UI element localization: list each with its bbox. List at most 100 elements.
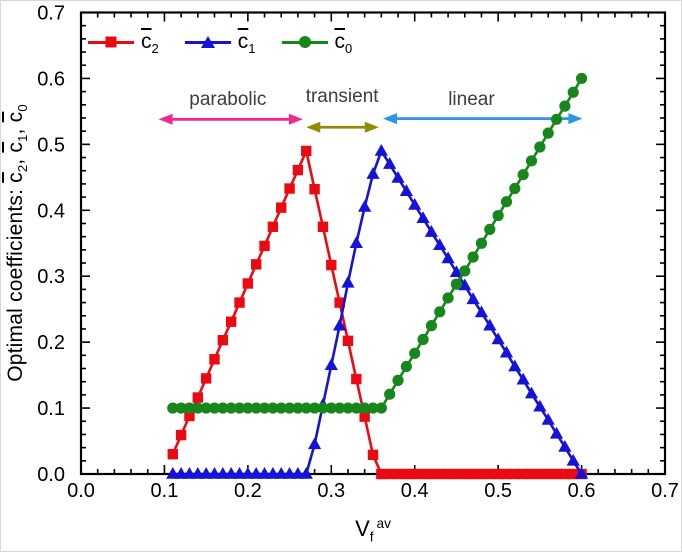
data-point-square — [309, 183, 320, 195]
data-point-square — [434, 468, 445, 480]
data-point-triangle — [383, 157, 397, 169]
data-point-circle — [525, 155, 538, 167]
x-tick-label: 0.6 — [568, 480, 596, 502]
data-point-triangle — [483, 318, 497, 331]
data-point-circle — [283, 402, 296, 414]
data-point-circle — [208, 402, 221, 414]
data-point-triangle — [216, 467, 230, 479]
data-point-circle — [192, 402, 204, 414]
legend-item-c2: c2 — [88, 30, 159, 57]
y-tick-label: 0.0 — [37, 464, 65, 486]
data-point-triangle — [474, 305, 489, 318]
data-point-circle — [175, 402, 187, 414]
data-point-square — [501, 468, 512, 480]
data-point-triangle — [433, 238, 447, 251]
data-point-circle — [392, 374, 404, 386]
data-point-triangle — [374, 143, 388, 156]
data-point-circle — [575, 72, 588, 85]
data-point-square — [192, 392, 203, 403]
y-axis-label-c0-base: c — [4, 111, 27, 123]
data-point-circle — [475, 237, 488, 249]
data-point-triangle — [366, 167, 380, 179]
data-point-triangle — [174, 467, 188, 479]
data-point-square — [459, 468, 470, 480]
data-point-triangle — [241, 467, 255, 479]
y-axis-label-c0-sub: 0 — [15, 104, 31, 112]
data-point-square — [200, 373, 212, 384]
square-marker-icon — [105, 36, 117, 48]
arrow-head-right-icon — [288, 113, 303, 125]
data-point-square — [292, 164, 304, 176]
legend-item-c0: c0 — [281, 30, 352, 55]
data-point-triangle — [449, 265, 464, 278]
data-point-square — [251, 259, 262, 270]
data-point-square — [175, 429, 187, 441]
data-point-circle — [183, 402, 196, 414]
data-point-circle — [342, 402, 354, 414]
data-point-circle — [509, 182, 521, 195]
data-point-square — [442, 468, 454, 480]
legend-label-c1-sub: 1 — [248, 41, 256, 57]
legend-line-sample-blue — [184, 36, 231, 48]
data-point-square — [551, 468, 562, 480]
data-point-square — [401, 468, 412, 480]
data-point-square — [426, 468, 437, 480]
plot-frame — [79, 11, 667, 476]
data-point-square — [509, 468, 521, 480]
legend-label-c2-base: c — [141, 30, 152, 53]
data-point-triangle — [324, 358, 338, 371]
data-point-square — [451, 468, 462, 480]
data-point-square — [242, 278, 254, 289]
data-point-triangle — [182, 467, 197, 479]
y-tick-label: 0.1 — [37, 398, 65, 420]
data-point-triangle — [441, 251, 455, 264]
arrow-head-left-icon — [383, 113, 398, 125]
data-point-square — [267, 221, 279, 232]
data-point-triangle — [549, 426, 564, 439]
data-point-triangle — [416, 211, 430, 223]
data-point-circle — [242, 402, 254, 414]
data-point-circle — [300, 402, 312, 414]
data-point-circle — [450, 278, 463, 290]
arrow-head-left-icon — [158, 113, 173, 125]
data-point-circle — [325, 402, 337, 414]
data-point-square — [359, 411, 370, 422]
data-point-square — [543, 468, 554, 480]
data-point-triangle — [249, 467, 263, 479]
legend-label-c0-base: c — [334, 30, 346, 53]
data-point-square — [184, 410, 195, 422]
data-point-circle — [233, 402, 246, 414]
data-point-triangle — [224, 467, 238, 479]
data-point-circle — [500, 196, 513, 208]
data-point-triangle — [299, 467, 313, 479]
data-point-triangle — [466, 292, 480, 305]
data-point-circle — [567, 86, 579, 98]
data-point-circle — [559, 100, 571, 112]
data-point-circle — [309, 402, 321, 414]
data-point-triangle — [166, 467, 180, 479]
data-point-square — [209, 354, 220, 365]
data-point-square — [367, 449, 379, 461]
legend: c2 c1 c0 — [88, 30, 352, 57]
data-point-triangle — [516, 372, 530, 385]
legend-label-c2-sub: 2 — [151, 41, 159, 57]
data-point-triangle — [508, 359, 522, 372]
y-axis-label-c1-base: c — [4, 141, 27, 153]
data-point-square — [417, 468, 429, 480]
data-point-square — [559, 468, 571, 480]
x-axis-label-base: V — [355, 516, 370, 541]
y-tick-label: 0.6 — [37, 68, 65, 90]
data-point-square — [234, 297, 245, 308]
data-point-circle — [258, 402, 271, 414]
data-point-circle — [275, 402, 287, 414]
y-axis-label-prefix: Optimal coefficients: — [4, 182, 27, 382]
data-point-square — [484, 468, 495, 480]
data-point-circle — [367, 402, 379, 414]
legend-item-c1: c1 — [184, 30, 256, 57]
data-point-circle — [292, 402, 304, 414]
legend-label-c2: c2 — [141, 30, 159, 57]
data-point-triangle — [533, 399, 547, 412]
data-point-triangle — [207, 467, 222, 479]
data-point-circle — [425, 320, 437, 332]
